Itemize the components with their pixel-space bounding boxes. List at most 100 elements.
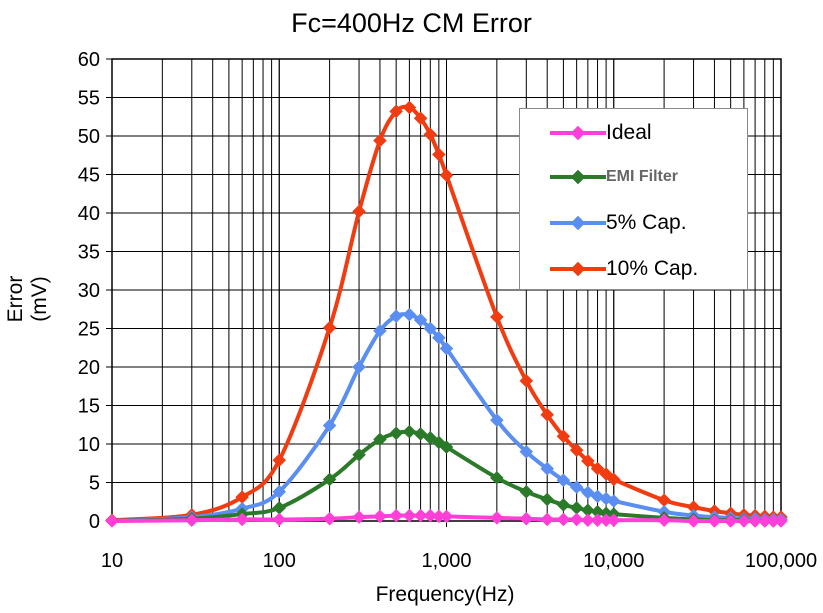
data-point-emi-filter: [489, 471, 504, 485]
y-tick-label: 50: [78, 126, 100, 148]
data-point-10pct-cap: [590, 461, 605, 476]
data-point-emi-filter: [272, 501, 287, 515]
x-axis-label: Frequency(Hz): [375, 583, 515, 606]
data-point-ideal: [686, 514, 701, 528]
series-layer: [105, 100, 788, 528]
y-tick-label: 30: [78, 280, 100, 302]
data-point-10pct-cap: [423, 127, 438, 142]
legend-label-5pct-cap: 5% Cap.: [606, 211, 687, 234]
data-point-emi-filter: [402, 424, 417, 439]
y-tick-label: 40: [78, 203, 100, 225]
legend-marker: [570, 215, 586, 231]
y-tick-label: 20: [78, 357, 100, 379]
data-point-emi-filter: [389, 426, 404, 441]
data-point-5pct-cap: [402, 307, 417, 322]
data-point-5pct-cap: [423, 321, 438, 336]
data-point-ideal: [519, 511, 534, 526]
legend-marker: [570, 169, 586, 185]
legend-item-ideal: Ideal: [520, 113, 747, 153]
data-point-ideal: [748, 514, 762, 528]
data-point-5pct-cap: [389, 309, 404, 324]
data-point-5pct-cap: [322, 418, 337, 433]
y-tick-label: 60: [78, 49, 100, 71]
data-point-emi-filter: [322, 472, 337, 487]
y-tick-label: 25: [78, 319, 100, 341]
y-tick-label: 55: [78, 88, 100, 110]
data-point-ideal: [184, 513, 199, 528]
data-point-emi-filter: [373, 432, 387, 447]
legend-swatch-10pct-cap: [550, 261, 606, 277]
data-point-5pct-cap: [569, 480, 584, 494]
y-axis-label: Error (mV): [4, 275, 51, 323]
data-point-5pct-cap: [413, 313, 428, 327]
y-tick-label: 5: [89, 473, 100, 495]
data-point-ideal: [389, 508, 404, 523]
data-point-ideal: [439, 509, 454, 524]
data-point-5pct-cap: [373, 323, 387, 338]
series-ideal: [105, 508, 788, 528]
data-point-10pct-cap: [272, 453, 287, 468]
data-point-10pct-cap: [352, 204, 366, 219]
chart-title: Fc=400Hz CM Error: [291, 8, 532, 38]
data-point-ideal: [707, 514, 722, 528]
data-point-ideal: [322, 511, 337, 526]
data-point-10pct-cap: [439, 168, 454, 183]
data-point-emi-filter: [519, 484, 534, 499]
legend-label-emi-filter: EMI Filter: [606, 168, 679, 185]
data-point-5pct-cap: [272, 484, 287, 499]
x-tick-label: 10,000: [583, 550, 644, 572]
data-point-ideal: [105, 514, 119, 528]
legend-swatch-5pct-cap: [550, 215, 606, 231]
x-tick-label: 10: [101, 550, 123, 572]
data-point-10pct-cap: [580, 454, 595, 468]
legend-marker: [570, 261, 586, 277]
data-point-ideal: [235, 512, 249, 527]
data-point-10pct-cap: [322, 320, 337, 335]
data-point-ideal: [373, 509, 387, 524]
legend: Ideal EMI Filter 5% Cap. 10% Cap.: [519, 108, 748, 290]
data-point-5pct-cap: [519, 444, 534, 459]
data-point-ideal: [489, 511, 504, 525]
data-point-10pct-cap: [389, 104, 404, 119]
x-tick-label: 100: [263, 550, 296, 572]
data-point-5pct-cap: [556, 473, 571, 488]
data-point-ideal: [723, 514, 738, 528]
data-point-10pct-cap: [519, 374, 534, 388]
data-point-ideal: [352, 510, 366, 525]
legend-marker: [570, 125, 586, 141]
data-point-10pct-cap: [569, 443, 584, 458]
legend-swatch-ideal: [550, 125, 606, 141]
data-point-emi-filter: [413, 427, 428, 441]
data-point-ideal: [580, 513, 595, 528]
legend-item-5pct-cap: 5% Cap.: [520, 203, 747, 243]
data-point-emi-filter: [540, 492, 555, 507]
data-point-ideal: [569, 512, 584, 527]
data-point-5pct-cap: [540, 461, 555, 476]
legend-item-emi-filter: EMI Filter: [520, 157, 747, 197]
y-tick-label: 10: [78, 434, 100, 456]
x-tick-label: 1,000: [421, 550, 471, 572]
data-point-ideal: [402, 508, 417, 523]
data-point-5pct-cap: [580, 485, 595, 500]
y-tick-label: 45: [78, 165, 100, 187]
data-point-10pct-cap: [606, 472, 621, 487]
data-point-10pct-cap: [402, 100, 417, 115]
data-point-ideal: [413, 508, 428, 523]
data-point-10pct-cap: [540, 407, 555, 422]
legend-swatch-emi-filter: [550, 169, 606, 185]
legend-label-ideal: Ideal: [606, 121, 652, 144]
data-point-ideal: [540, 512, 555, 527]
data-point-ideal: [272, 512, 287, 527]
data-point-ideal: [556, 512, 571, 527]
data-point-ideal: [657, 513, 671, 528]
legend-item-10pct-cap: 10% Cap.: [520, 249, 747, 289]
data-point-5pct-cap: [439, 341, 454, 356]
data-point-emi-filter: [556, 497, 571, 512]
data-point-10pct-cap: [489, 310, 504, 324]
y-tick-label: 15: [78, 396, 100, 418]
data-point-10pct-cap: [373, 133, 387, 148]
x-tick-label: 100,000: [745, 550, 817, 572]
data-point-ideal: [423, 508, 438, 523]
data-point-emi-filter: [569, 501, 584, 515]
